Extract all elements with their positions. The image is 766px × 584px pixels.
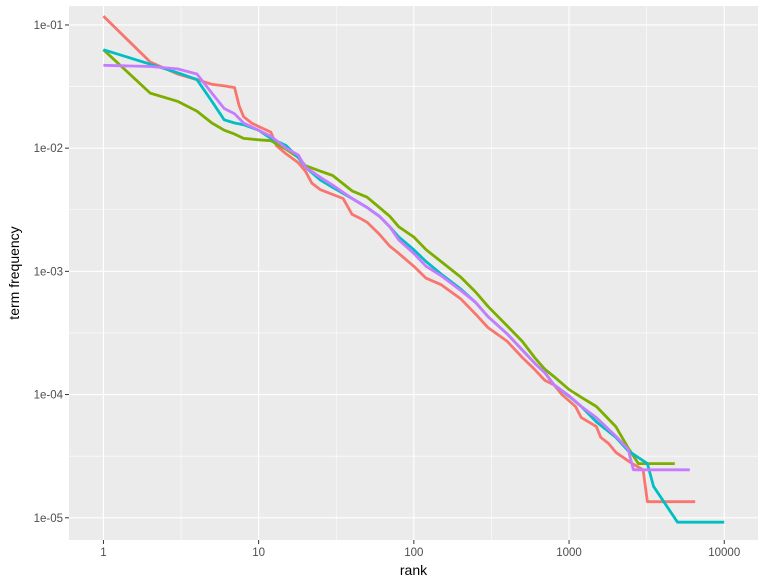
x-tick-label: 1000	[556, 547, 582, 559]
x-tick-label: 100	[404, 547, 423, 559]
series-line-1	[102, 15, 696, 504]
x-axis-ticks: 1 10 100 1000 10000	[100, 540, 740, 559]
x-tick-label: 10	[252, 547, 265, 559]
series-line-4	[103, 63, 690, 472]
y-tick-label: 1e-03	[34, 266, 63, 278]
y-axis-ticks: 1e-05 1e-04 1e-03 1e-02 1e-01	[34, 20, 69, 525]
x-axis-title: rank	[400, 562, 428, 578]
x-tick-label: 1	[100, 547, 106, 559]
series-line-2	[102, 48, 675, 465]
y-tick-label: 1e-02	[34, 143, 63, 155]
series-layer	[102, 15, 725, 524]
series-line-3	[102, 48, 725, 524]
y-tick-label: 1e-04	[34, 390, 64, 402]
y-axis-title: term frequency	[6, 226, 22, 319]
grid-major	[69, 6, 758, 540]
y-tick-label: 1e-01	[34, 20, 63, 32]
x-tick-label: 10000	[708, 547, 740, 559]
y-tick-label: 1e-05	[34, 513, 63, 525]
